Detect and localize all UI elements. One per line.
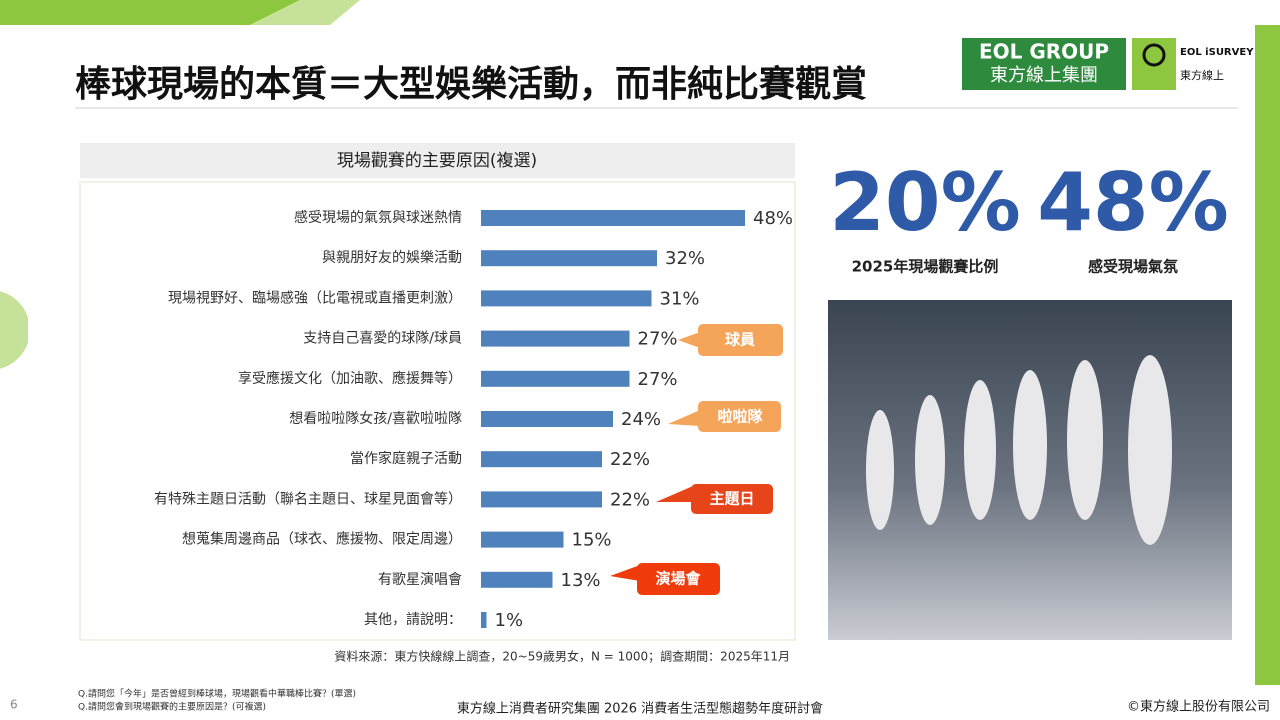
annotation-text: 球員 bbox=[725, 331, 755, 349]
category-label: 當作家庭親子活動 bbox=[350, 450, 462, 467]
value-label: 27% bbox=[638, 369, 678, 390]
bar bbox=[481, 290, 652, 307]
footer-event: 東方線上消費者研究集團 2026 消費者生活型態趨勢年度研討會 bbox=[457, 701, 823, 717]
annotation-box bbox=[698, 401, 781, 432]
bar bbox=[481, 250, 657, 267]
value-label: 1% bbox=[495, 610, 524, 631]
annotation-pointer bbox=[656, 486, 693, 502]
annotation-text: 主題日 bbox=[709, 490, 754, 508]
category-label: 想看啦啦隊女孩/喜歡啦啦隊 bbox=[289, 410, 462, 427]
chart: 感受現場的氣氛與球迷熱情 48% 與親朋好友的娛樂活動 32% 現場視野好、臨場感強（比… bbox=[154, 208, 793, 631]
bar bbox=[481, 491, 602, 508]
value-label: 48% bbox=[753, 208, 793, 229]
value-label: 27% bbox=[638, 329, 678, 350]
bar bbox=[481, 330, 630, 347]
page-number: 6 bbox=[10, 698, 18, 712]
category-label: 享受應援文化（加油歌、應援舞等） bbox=[238, 370, 462, 387]
stat-label: 2025年現場觀賽比例 bbox=[852, 258, 999, 276]
category-label: 其他，請說明： bbox=[364, 611, 462, 628]
annotation-text: 啦啦隊 bbox=[717, 408, 763, 426]
question: Q.請問您會到現場觀賽的主要原因是？(可複選) bbox=[78, 701, 266, 713]
bar bbox=[481, 370, 630, 387]
logo-text: EOL iSURVEY bbox=[1180, 47, 1254, 58]
value-label: 15% bbox=[572, 530, 612, 551]
corner-deco bbox=[0, 0, 300, 25]
annotation-pointer bbox=[610, 565, 640, 581]
value-label: 22% bbox=[610, 449, 650, 470]
chart-title-bar bbox=[80, 143, 795, 178]
copyright: ©東方線上股份有限公司 bbox=[1127, 699, 1270, 715]
stat-value: 20% bbox=[829, 156, 1020, 249]
category-label: 有歌星演唱會 bbox=[378, 572, 462, 588]
annotation: 演場會 bbox=[610, 563, 720, 595]
category-label: 有特殊主題日活動（聯名主題日、球星見面會等） bbox=[154, 490, 462, 507]
value-label: 24% bbox=[621, 409, 661, 430]
annotation-pointer bbox=[678, 332, 700, 348]
annotation: 主題日 bbox=[656, 484, 773, 514]
source: 資料來源：東方快線線上調查，20~59歲男女，N = 1000；調查期間：202… bbox=[334, 649, 790, 664]
category-label: 想蒐集周邊商品（球衣、應援物、限定周邊） bbox=[182, 531, 462, 548]
slide-title: 棒球現場的本質＝大型娛樂活動，而非純比賽觀賞 bbox=[75, 63, 867, 105]
logo-text: EOL GROUP bbox=[979, 40, 1109, 64]
category-label: 支持自己喜愛的球隊/球員 bbox=[303, 331, 462, 347]
annotation-text: 演場會 bbox=[655, 570, 701, 588]
bar bbox=[481, 411, 613, 427]
value-label: 13% bbox=[561, 570, 601, 591]
category-label: 與親朋好友的娛樂活動 bbox=[322, 249, 462, 266]
annotation: 球員 bbox=[678, 324, 783, 356]
annotation-pointer bbox=[668, 410, 700, 426]
bar bbox=[481, 531, 564, 548]
chart-title: 現場觀賽的主要原因(複選) bbox=[337, 150, 537, 171]
question: Q.請問您「今年」是否曾經到棒球場，現場觀看中華職棒比賽？(單選) bbox=[78, 688, 356, 700]
category-label: 感受現場的氣氛與球迷熱情 bbox=[294, 209, 462, 226]
bar bbox=[481, 612, 487, 628]
stat-value: 48% bbox=[1037, 156, 1228, 249]
chart-frame bbox=[79, 181, 796, 641]
photo-figures bbox=[866, 355, 1172, 545]
stat-label: 感受現場氣氛 bbox=[1088, 258, 1178, 276]
corner-deco bbox=[250, 0, 360, 25]
bar bbox=[481, 451, 602, 468]
logo bbox=[962, 38, 1126, 90]
annotation: 啦啦隊 bbox=[668, 401, 781, 432]
bar bbox=[481, 571, 553, 588]
value-label: 22% bbox=[610, 489, 650, 510]
logo-text: 東方線上 bbox=[1180, 68, 1224, 82]
bar bbox=[481, 210, 745, 226]
value-label: 31% bbox=[660, 288, 700, 309]
annotation-box bbox=[698, 324, 783, 356]
side-deco bbox=[1255, 25, 1280, 685]
category-label: 現場視野好、臨場感強（比電視或直播更刺激） bbox=[168, 289, 462, 306]
logo-icon bbox=[1142, 43, 1166, 67]
annotation-box bbox=[637, 563, 720, 595]
annotation-box bbox=[691, 484, 773, 514]
side-deco bbox=[0, 291, 30, 369]
logo-text: 東方線上集團 bbox=[990, 65, 1098, 86]
value-label: 32% bbox=[665, 248, 705, 269]
